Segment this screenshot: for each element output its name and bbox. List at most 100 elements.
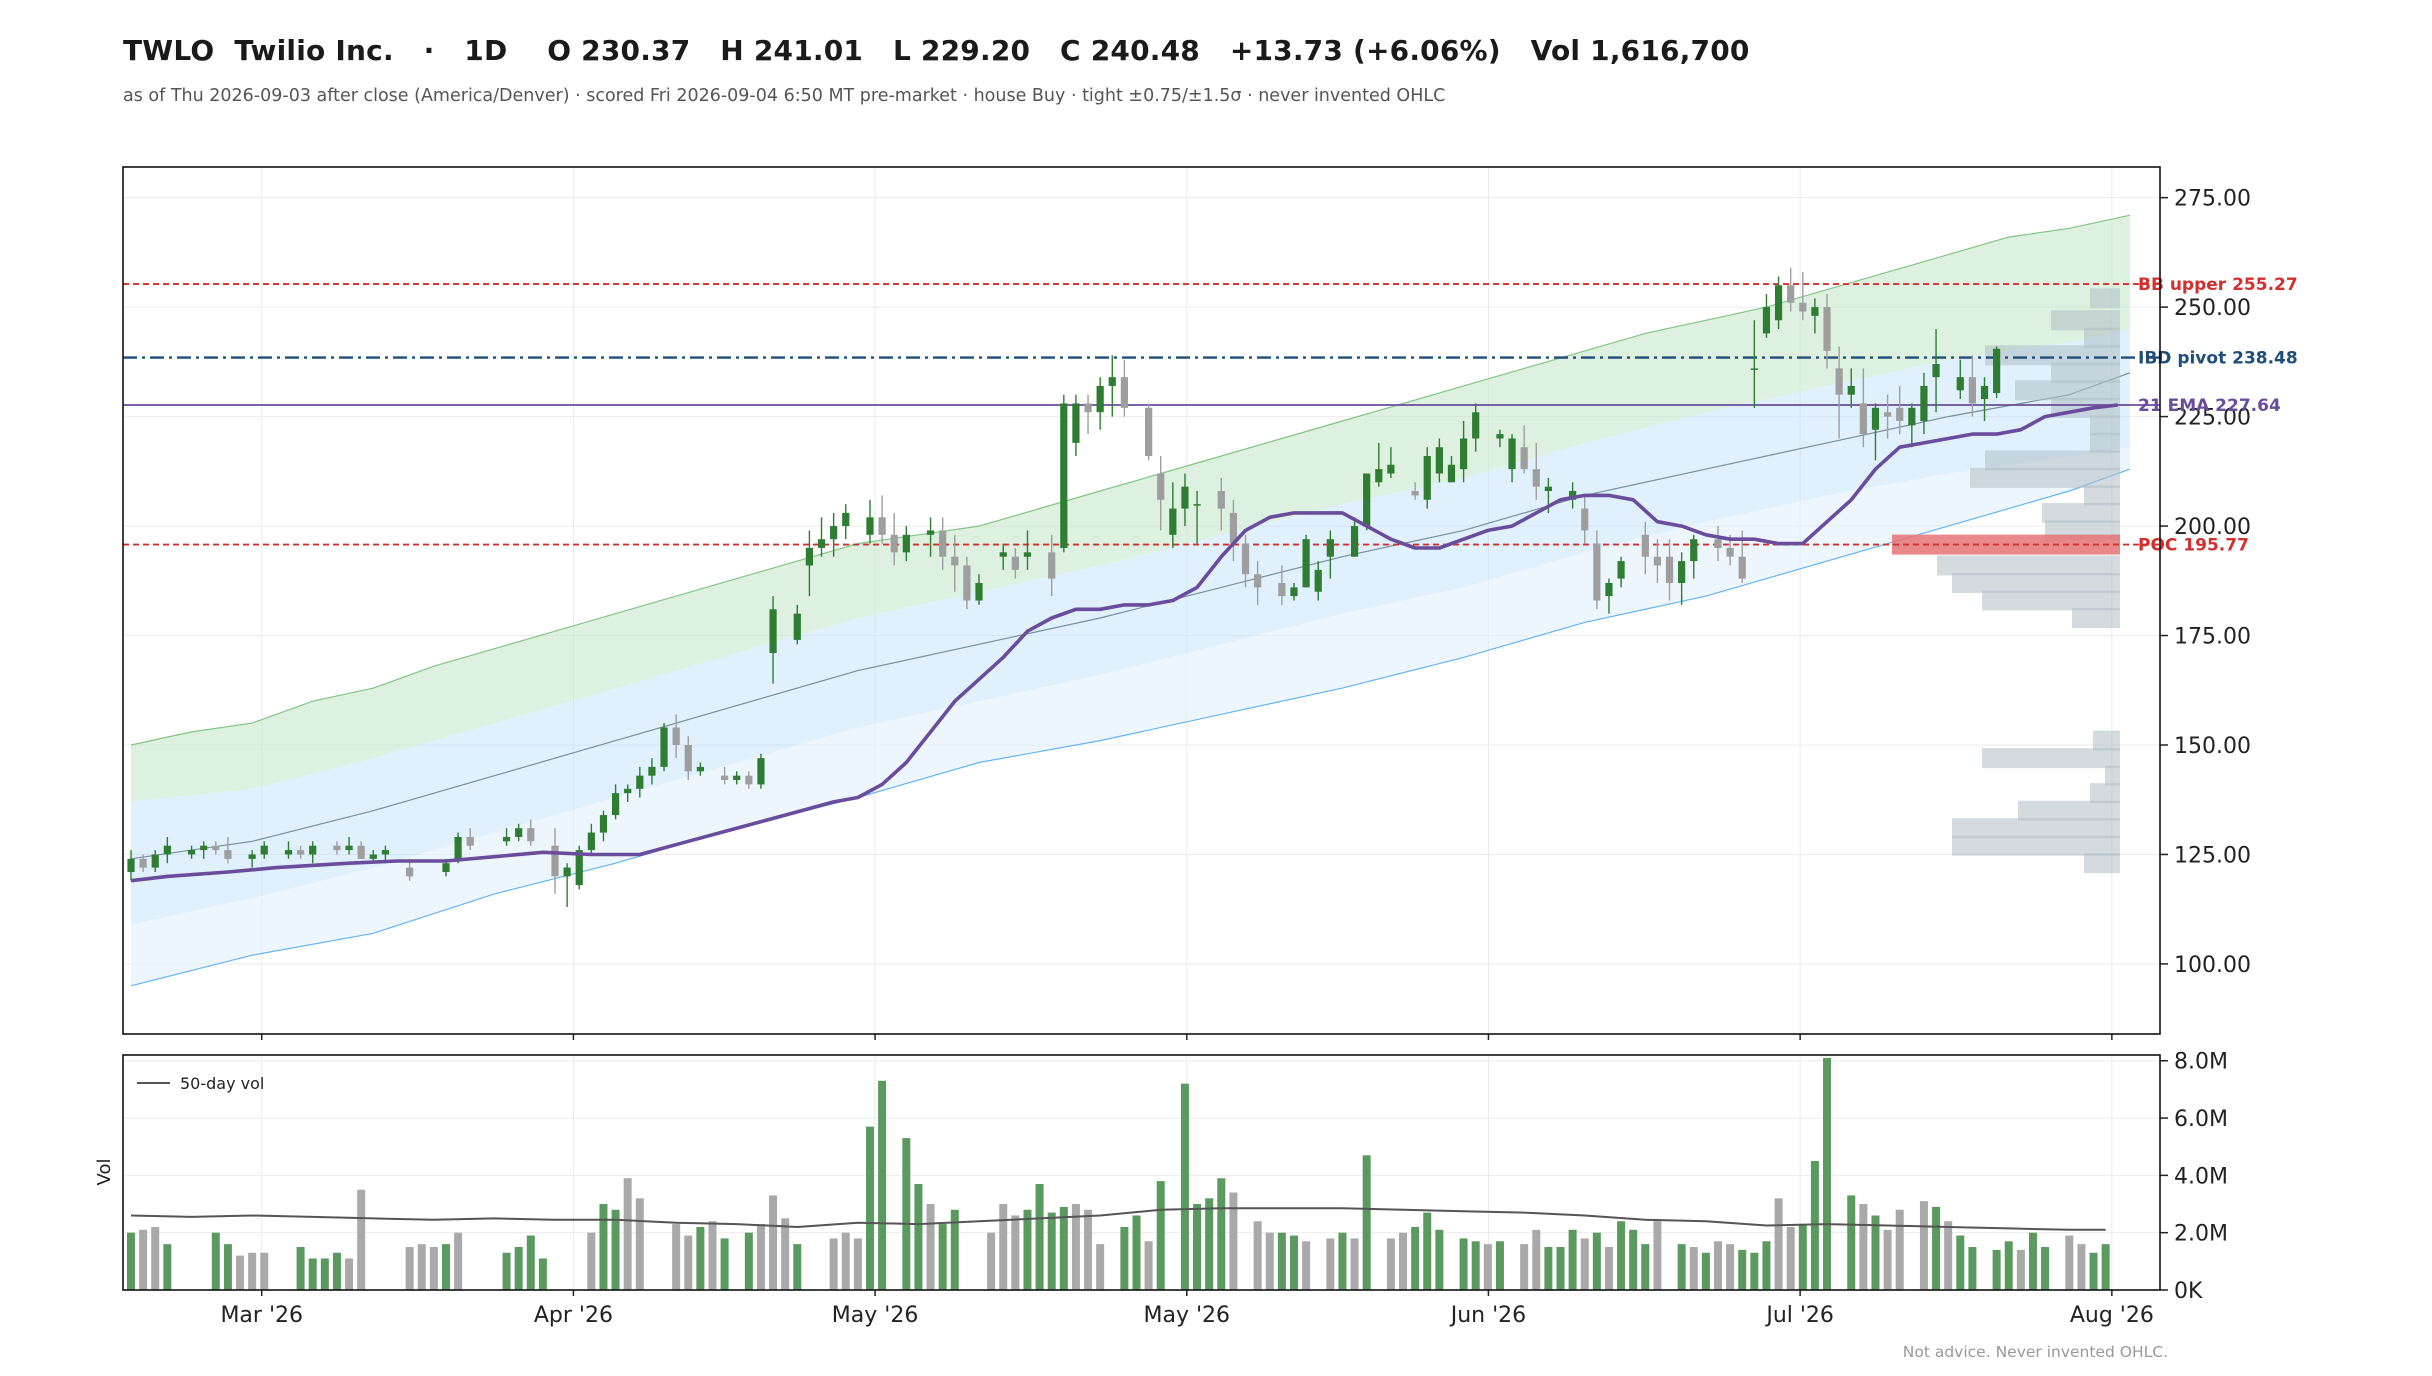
candle-body bbox=[1847, 385, 1855, 395]
bb-upper-line bbox=[130, 214, 2131, 746]
volume-bar bbox=[2077, 1244, 2086, 1290]
candle-body bbox=[127, 858, 135, 872]
volume-bar bbox=[296, 1247, 305, 1290]
volume-bar bbox=[829, 1238, 838, 1290]
volume-bar bbox=[1738, 1249, 1747, 1290]
volume-bar bbox=[1968, 1247, 1977, 1290]
inner-upper-band-fill bbox=[131, 329, 2130, 859]
volume-bar bbox=[1326, 1238, 1335, 1290]
volume-bar bbox=[1023, 1209, 1032, 1290]
candle-body bbox=[1193, 504, 1201, 506]
volume-bar bbox=[1617, 1221, 1626, 1290]
volume-bar bbox=[1944, 1221, 1953, 1290]
volume-bar bbox=[1035, 1183, 1044, 1290]
candle-body bbox=[1120, 377, 1128, 408]
profile-bar bbox=[2042, 502, 2120, 523]
candle-body bbox=[1157, 473, 1165, 500]
volume-bar bbox=[635, 1198, 644, 1290]
profile-bar bbox=[1952, 572, 2120, 593]
candle-body bbox=[297, 850, 305, 855]
volume-bar bbox=[1859, 1204, 1868, 1290]
volume-bar bbox=[332, 1252, 341, 1290]
candle-body bbox=[1690, 539, 1698, 562]
volume-bar bbox=[781, 1218, 790, 1290]
candle-body bbox=[1871, 407, 1880, 430]
candle-body bbox=[1411, 491, 1419, 496]
candle-body bbox=[1023, 552, 1032, 557]
vol-axis-label: Vol bbox=[94, 1159, 115, 1186]
candle-body bbox=[1181, 486, 1189, 509]
volume-bar bbox=[1568, 1229, 1577, 1290]
candle-body bbox=[406, 867, 414, 877]
vol-tick-label: 4.0M bbox=[2174, 1164, 2228, 1189]
profile-bar bbox=[2090, 415, 2120, 436]
candle-body bbox=[999, 552, 1007, 557]
candle-body bbox=[1072, 403, 1080, 443]
level-label-ibd-pivot: IBD pivot 238.48 bbox=[2138, 349, 2298, 369]
profile-bar bbox=[1985, 450, 2120, 471]
candle-body bbox=[1011, 556, 1019, 570]
price-panel: 100.00 125.00 150.00 175.00 200.00 225.00 250.… bbox=[122, 166, 2298, 1040]
candle-body bbox=[1302, 539, 1310, 588]
level-label-21-ema: 21 EMA 227.64 bbox=[2138, 396, 2281, 416]
candle-body bbox=[381, 850, 390, 855]
volume-bar bbox=[1132, 1215, 1141, 1290]
candle-body bbox=[1678, 561, 1686, 583]
volume-bar bbox=[1435, 1229, 1444, 1290]
candle-body bbox=[502, 836, 511, 842]
volume-bar bbox=[1750, 1252, 1759, 1290]
volume-bar bbox=[429, 1247, 438, 1290]
candle-body bbox=[1048, 552, 1056, 579]
candle-body bbox=[1145, 407, 1153, 456]
chart-subtitle: as of Thu 2026-09-03 after close (Americ… bbox=[123, 86, 1446, 106]
candle-body bbox=[1859, 403, 1867, 435]
candle-body bbox=[527, 828, 535, 842]
volume-bar bbox=[2101, 1244, 2110, 1290]
volume-bar bbox=[1956, 1235, 1965, 1290]
candle-body bbox=[1896, 407, 1904, 421]
candle-body bbox=[309, 845, 317, 855]
candle-body bbox=[466, 836, 474, 846]
volume-bar bbox=[1205, 1198, 1214, 1290]
volume-bar bbox=[1277, 1232, 1286, 1290]
volume-bar bbox=[1265, 1232, 1274, 1290]
candle-body bbox=[1605, 582, 1613, 597]
candle-body bbox=[1326, 539, 1334, 557]
candle-body bbox=[151, 854, 159, 868]
candle-body bbox=[1750, 368, 1758, 370]
volume-bar bbox=[744, 1232, 753, 1290]
candle-body bbox=[163, 845, 171, 855]
vol-tick-label: 2.0M bbox=[2174, 1222, 2228, 1247]
candle-body bbox=[1581, 508, 1589, 531]
inner-lower-band-fill bbox=[131, 372, 2130, 925]
volume-bar bbox=[139, 1229, 148, 1290]
volume-bar bbox=[1895, 1209, 1904, 1290]
candle-body bbox=[1169, 508, 1177, 535]
candle-body bbox=[1726, 547, 1734, 557]
volume-bar bbox=[1762, 1241, 1771, 1290]
candle-body bbox=[830, 526, 838, 540]
profile-bar bbox=[1982, 748, 2120, 769]
candle-body bbox=[442, 863, 450, 872]
candle-body bbox=[624, 788, 632, 794]
candle-body bbox=[551, 845, 559, 877]
volume-bar bbox=[2028, 1232, 2037, 1290]
volume-bar bbox=[902, 1138, 911, 1290]
profile-bar bbox=[1982, 590, 2120, 611]
candle-body bbox=[1569, 491, 1577, 500]
volume-bar bbox=[260, 1252, 269, 1290]
x-tick-label: Aug '26 bbox=[2070, 1303, 2154, 1328]
volume-bar bbox=[1047, 1212, 1056, 1290]
candle-body bbox=[611, 793, 620, 816]
volume-bar bbox=[1992, 1249, 2001, 1290]
volume-bar bbox=[938, 1224, 947, 1290]
ema21-line bbox=[130, 403, 2119, 883]
candle-body bbox=[1823, 307, 1831, 351]
candle-body bbox=[1350, 526, 1359, 557]
candle-body bbox=[333, 845, 341, 851]
candle-body bbox=[636, 775, 644, 789]
volume-bar bbox=[587, 1232, 596, 1290]
level-label-bb-upper: BB upper 255.27 bbox=[2138, 275, 2298, 295]
profile-bar bbox=[2090, 432, 2120, 453]
